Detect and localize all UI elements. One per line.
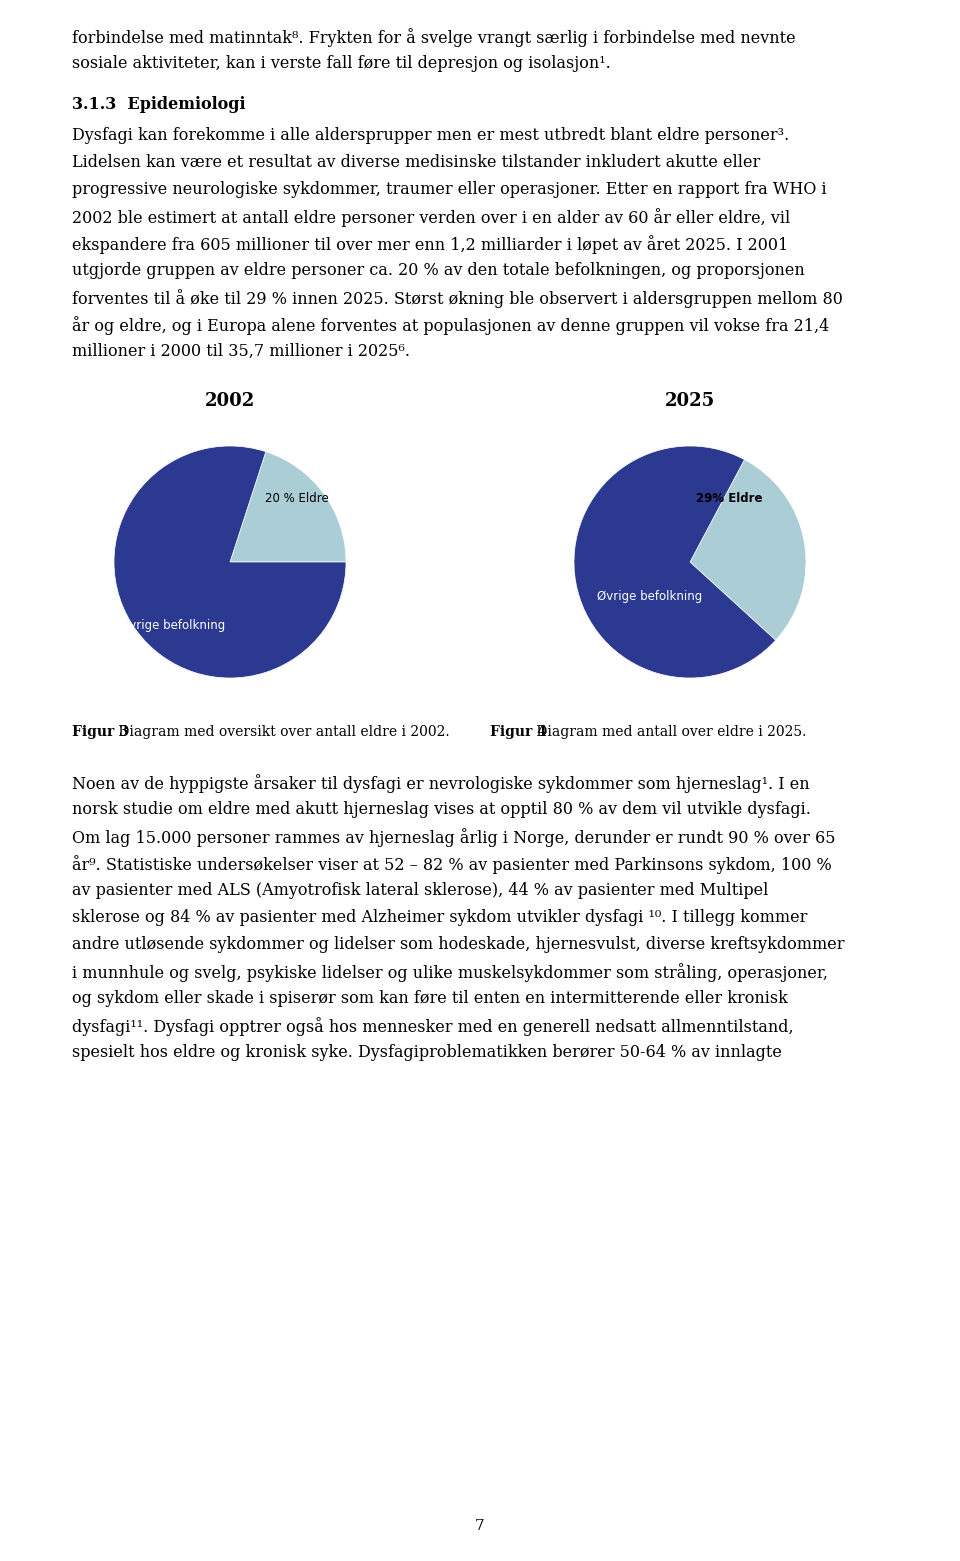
Text: Dysfagi kan forekomme i alle aldersprupper men er mest utbredt blant eldre perso: Dysfagi kan forekomme i alle aldersprupp… [72,126,789,144]
Text: spesielt hos eldre og kronisk syke. Dysfagiproblematikken berører 50-64 % av inn: spesielt hos eldre og kronisk syke. Dysf… [72,1044,781,1061]
Wedge shape [690,459,806,640]
Text: dysfagi¹¹. Dysfagi opptrer også hos mennesker med en generell nedsatt allmenntil: dysfagi¹¹. Dysfagi opptrer også hos menn… [72,1018,794,1037]
Text: 2002: 2002 [204,392,255,411]
Text: 3.1.3  Epidemiologi: 3.1.3 Epidemiologi [72,95,246,112]
Text: andre utløsende sykdommer og lidelser som hodeskade, hjernesvulst, diverse kreft: andre utløsende sykdommer og lidelser so… [72,937,845,954]
Text: av pasienter med ALS (Amyotrofisk lateral sklerose), 44 % av pasienter med Multi: av pasienter med ALS (Amyotrofisk latera… [72,882,768,899]
Text: 29% Eldre: 29% Eldre [696,492,762,504]
Text: Figur 4: Figur 4 [490,724,547,738]
Text: progressive neurologiske sykdommer, traumer eller operasjoner. Etter en rapport : progressive neurologiske sykdommer, trau… [72,181,827,198]
Text: Noen av de hyppigste årsaker til dysfagi er nevrologiske sykdommer som hjernesla: Noen av de hyppigste årsaker til dysfagi… [72,774,809,793]
Wedge shape [230,451,346,562]
Text: millioner i 2000 til 35,7 millioner i 2025⁶.: millioner i 2000 til 35,7 millioner i 20… [72,343,410,361]
Text: sosiale aktiviteter, kan i verste fall føre til depresjon og isolasjon¹.: sosiale aktiviteter, kan i verste fall f… [72,55,611,72]
Text: år⁹. Statistiske undersøkelser viser at 52 – 82 % av pasienter med Parkinsons sy: år⁹. Statistiske undersøkelser viser at … [72,855,831,874]
Text: Diagram med antall over eldre i 2025.: Diagram med antall over eldre i 2025. [532,724,806,738]
Text: ekspandere fra 605 millioner til over mer enn 1,2 milliarder i løpet av året 202: ekspandere fra 605 millioner til over me… [72,236,788,254]
Wedge shape [574,446,776,677]
Text: Øvrige befolkning: Øvrige befolkning [120,620,225,632]
Text: 7: 7 [475,1519,485,1533]
Text: 20 % Eldre: 20 % Eldre [265,492,328,504]
Text: og sykdom eller skade i spiserør som kan føre til enten en intermitterende eller: og sykdom eller skade i spiserør som kan… [72,990,788,1007]
Text: Diagram med oversikt over antall eldre i 2002.: Diagram med oversikt over antall eldre i… [114,724,449,738]
Text: i munnhule og svelg, psykiske lidelser og ulike muskelsykdommer som stråling, op: i munnhule og svelg, psykiske lidelser o… [72,963,828,982]
Text: Øvrige befolkning: Øvrige befolkning [597,590,703,603]
Text: år og eldre, og i Europa alene forventes at populasjonen av denne gruppen vil vo: år og eldre, og i Europa alene forventes… [72,315,829,336]
Text: utgjorde gruppen av eldre personer ca. 20 % av den totale befolkningen, og propo: utgjorde gruppen av eldre personer ca. 2… [72,262,804,279]
Text: norsk studie om eldre med akutt hjerneslag vises at opptil 80 % av dem vil utvik: norsk studie om eldre med akutt hjernesl… [72,801,811,818]
Text: Om lag 15.000 personer rammes av hjerneslag årlig i Norge, derunder er rundt 90 : Om lag 15.000 personer rammes av hjernes… [72,827,835,848]
Text: 2002 ble estimert at antall eldre personer verden over i en alder av 60 år eller: 2002 ble estimert at antall eldre person… [72,208,790,226]
Text: Lidelsen kan være et resultat av diverse medisinske tilstander inkludert akutte : Lidelsen kan være et resultat av diverse… [72,155,760,172]
Text: 2025: 2025 [665,392,715,411]
Wedge shape [114,446,346,677]
Text: sklerose og 84 % av pasienter med Alzheimer sykdom utvikler dysfagi ¹⁰. I tilleg: sklerose og 84 % av pasienter med Alzhei… [72,909,807,926]
Text: forventes til å øke til 29 % innen 2025. Størst økning ble observert i aldersgru: forventes til å øke til 29 % innen 2025.… [72,289,843,308]
Text: forbindelse med matinntak⁸. Frykten for å svelge vrangt særlig i forbindelse med: forbindelse med matinntak⁸. Frykten for … [72,28,796,47]
Text: Figur 3: Figur 3 [72,724,129,738]
